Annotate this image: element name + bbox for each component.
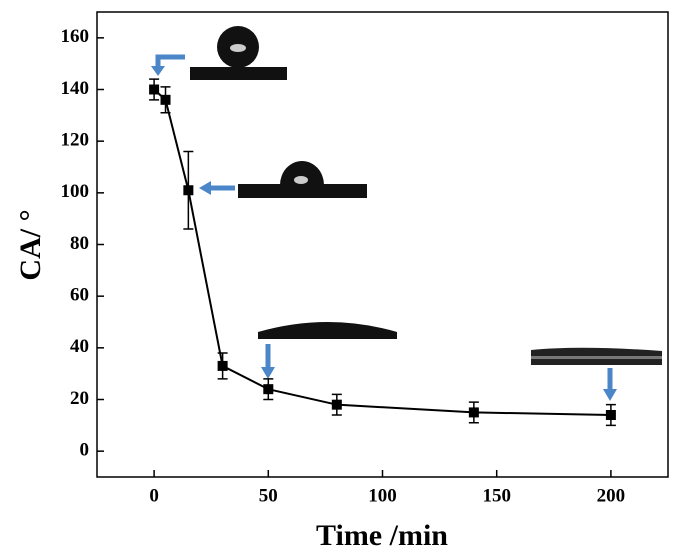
arrow-head — [603, 389, 617, 401]
marker — [605, 410, 616, 420]
substrate — [190, 67, 287, 80]
marker — [217, 360, 228, 371]
x-tick-label: 0 — [149, 485, 159, 506]
y-tick-label: 100 — [61, 181, 90, 202]
arrow-head — [151, 66, 165, 76]
arrow-head — [199, 181, 211, 195]
line — [153, 88, 611, 416]
y-tick-label: 0 — [80, 440, 90, 461]
marker — [149, 84, 160, 95]
y-tick-label: 120 — [61, 130, 90, 151]
x-tick-label: 50 — [259, 485, 278, 506]
arrow — [155, 54, 185, 66]
x-tick-label: 100 — [368, 485, 397, 506]
marker — [160, 94, 171, 105]
droplet-highlight — [294, 176, 308, 184]
droplet — [258, 322, 397, 339]
x-axis-title: Time /min — [316, 519, 448, 552]
droplet — [280, 161, 324, 185]
marker — [183, 185, 194, 196]
arrow-head — [261, 367, 275, 379]
y-tick-label: 40 — [70, 336, 89, 357]
substrate — [238, 184, 367, 198]
y-tick-label: 160 — [61, 26, 90, 47]
y-tick-label: 60 — [70, 285, 89, 306]
x-tick-label: 200 — [597, 485, 626, 506]
droplet-images — [190, 26, 662, 365]
x-tick-label: 150 — [482, 485, 511, 506]
substrate — [531, 356, 662, 359]
y-tick-label: 80 — [70, 233, 89, 254]
y-tick-label: 140 — [61, 78, 90, 99]
droplet-highlight — [230, 44, 246, 52]
y-axis-title: CA/ ° — [14, 209, 47, 280]
marker — [263, 384, 274, 395]
marker — [331, 399, 342, 410]
marker — [468, 407, 479, 418]
y-tick-label: 20 — [70, 388, 89, 409]
arrows — [151, 54, 617, 401]
